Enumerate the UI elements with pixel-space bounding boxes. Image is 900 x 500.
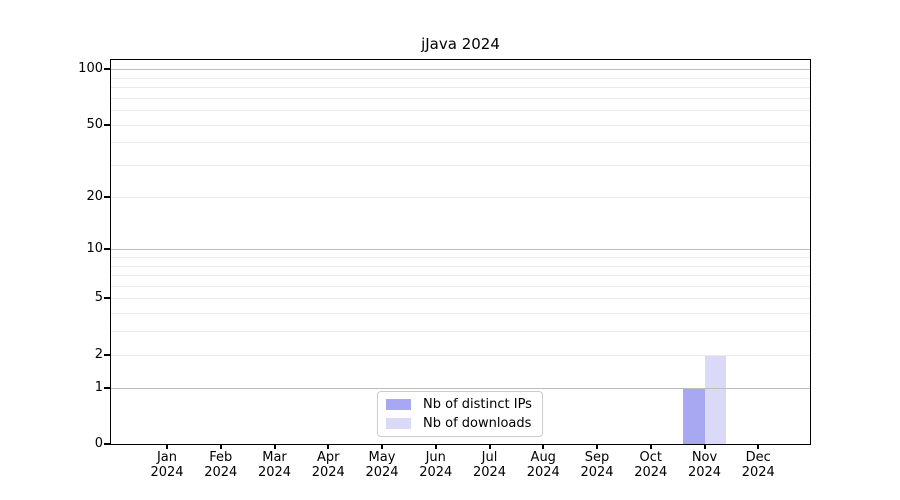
x-tick-mark bbox=[219, 444, 222, 449]
y-tick-mark bbox=[104, 353, 111, 356]
gridline-minor bbox=[111, 77, 810, 79]
gridline-minor bbox=[111, 196, 810, 198]
x-tick-label: Mar 2024 bbox=[257, 450, 292, 480]
gridline-minor bbox=[111, 313, 810, 315]
y-tick-label: 100 bbox=[78, 61, 103, 77]
gridline-major bbox=[111, 69, 810, 71]
gridline-minor bbox=[111, 110, 810, 112]
x-tick-label: Nov 2024 bbox=[687, 450, 722, 480]
x-tick-label: Sep 2024 bbox=[580, 450, 614, 480]
y-tick-label: 0 bbox=[94, 436, 103, 451]
gridline-major bbox=[111, 387, 810, 389]
plot-area bbox=[110, 59, 811, 445]
legend-label: Nb of downloads bbox=[423, 415, 532, 431]
x-tick-mark bbox=[166, 444, 168, 449]
x-tick-mark bbox=[757, 444, 760, 449]
gridline-minor bbox=[111, 87, 810, 89]
gridline-minor bbox=[111, 256, 810, 258]
chart-title: jJava 2024 bbox=[421, 35, 500, 53]
x-tick-mark bbox=[649, 444, 652, 449]
gridline-minor bbox=[111, 285, 810, 287]
x-tick-mark bbox=[703, 444, 706, 449]
gridline-minor bbox=[111, 331, 810, 333]
y-tick-label: 50 bbox=[86, 116, 103, 132]
bar bbox=[704, 354, 726, 444]
y-tick-mark bbox=[104, 297, 111, 300]
gridline-minor bbox=[111, 275, 810, 277]
x-tick-label: Dec 2024 bbox=[741, 450, 775, 480]
x-tick-mark bbox=[273, 444, 276, 449]
y-tick-label: 20 bbox=[86, 188, 103, 204]
y-tick-label: 2 bbox=[94, 346, 103, 362]
y-tick-label: 5 bbox=[94, 290, 103, 306]
legend-swatch bbox=[386, 399, 411, 410]
legend: Nb of distinct IPs Nb of downloads bbox=[377, 391, 543, 437]
x-tick-mark bbox=[381, 444, 383, 449]
x-tick-mark bbox=[542, 444, 545, 449]
x-tick-label: Oct 2024 bbox=[634, 450, 668, 480]
gridline-minor bbox=[111, 265, 810, 267]
x-tick-label: Apr 2024 bbox=[311, 450, 345, 480]
x-tick-label: Jan 2024 bbox=[150, 450, 184, 480]
gridline-minor bbox=[111, 124, 810, 126]
bar bbox=[683, 387, 705, 444]
x-tick-label: Jun 2024 bbox=[419, 450, 453, 480]
x-tick-label: Feb 2024 bbox=[204, 450, 238, 480]
x-tick-mark bbox=[488, 444, 491, 449]
gridline-minor bbox=[111, 298, 810, 300]
y-tick-mark bbox=[104, 123, 111, 126]
y-tick-label: 1 bbox=[94, 379, 103, 395]
gridline-minor bbox=[111, 97, 810, 99]
y-tick-mark bbox=[104, 386, 111, 389]
x-tick-label: Jul 2024 bbox=[472, 450, 507, 480]
y-tick-mark bbox=[104, 68, 111, 71]
y-tick-label: 10 bbox=[86, 241, 103, 257]
x-tick-mark bbox=[596, 444, 598, 449]
gridline-minor bbox=[111, 354, 810, 356]
gridline-minor bbox=[111, 165, 810, 167]
legend-label: Nb of distinct IPs bbox=[423, 396, 532, 412]
x-tick-label: Aug 2024 bbox=[526, 450, 560, 480]
gridline-major bbox=[111, 249, 810, 251]
legend-swatch bbox=[386, 418, 411, 429]
y-tick-mark bbox=[104, 195, 111, 198]
legend-entry: Nb of distinct IPs bbox=[386, 397, 542, 413]
x-tick-label: May 2024 bbox=[365, 450, 399, 480]
y-tick-mark bbox=[104, 443, 111, 445]
legend-entry: Nb of downloads bbox=[386, 416, 542, 432]
y-tick-mark bbox=[104, 248, 111, 251]
x-tick-mark bbox=[327, 444, 330, 449]
x-tick-mark bbox=[434, 444, 437, 449]
gridline-minor bbox=[111, 142, 810, 144]
